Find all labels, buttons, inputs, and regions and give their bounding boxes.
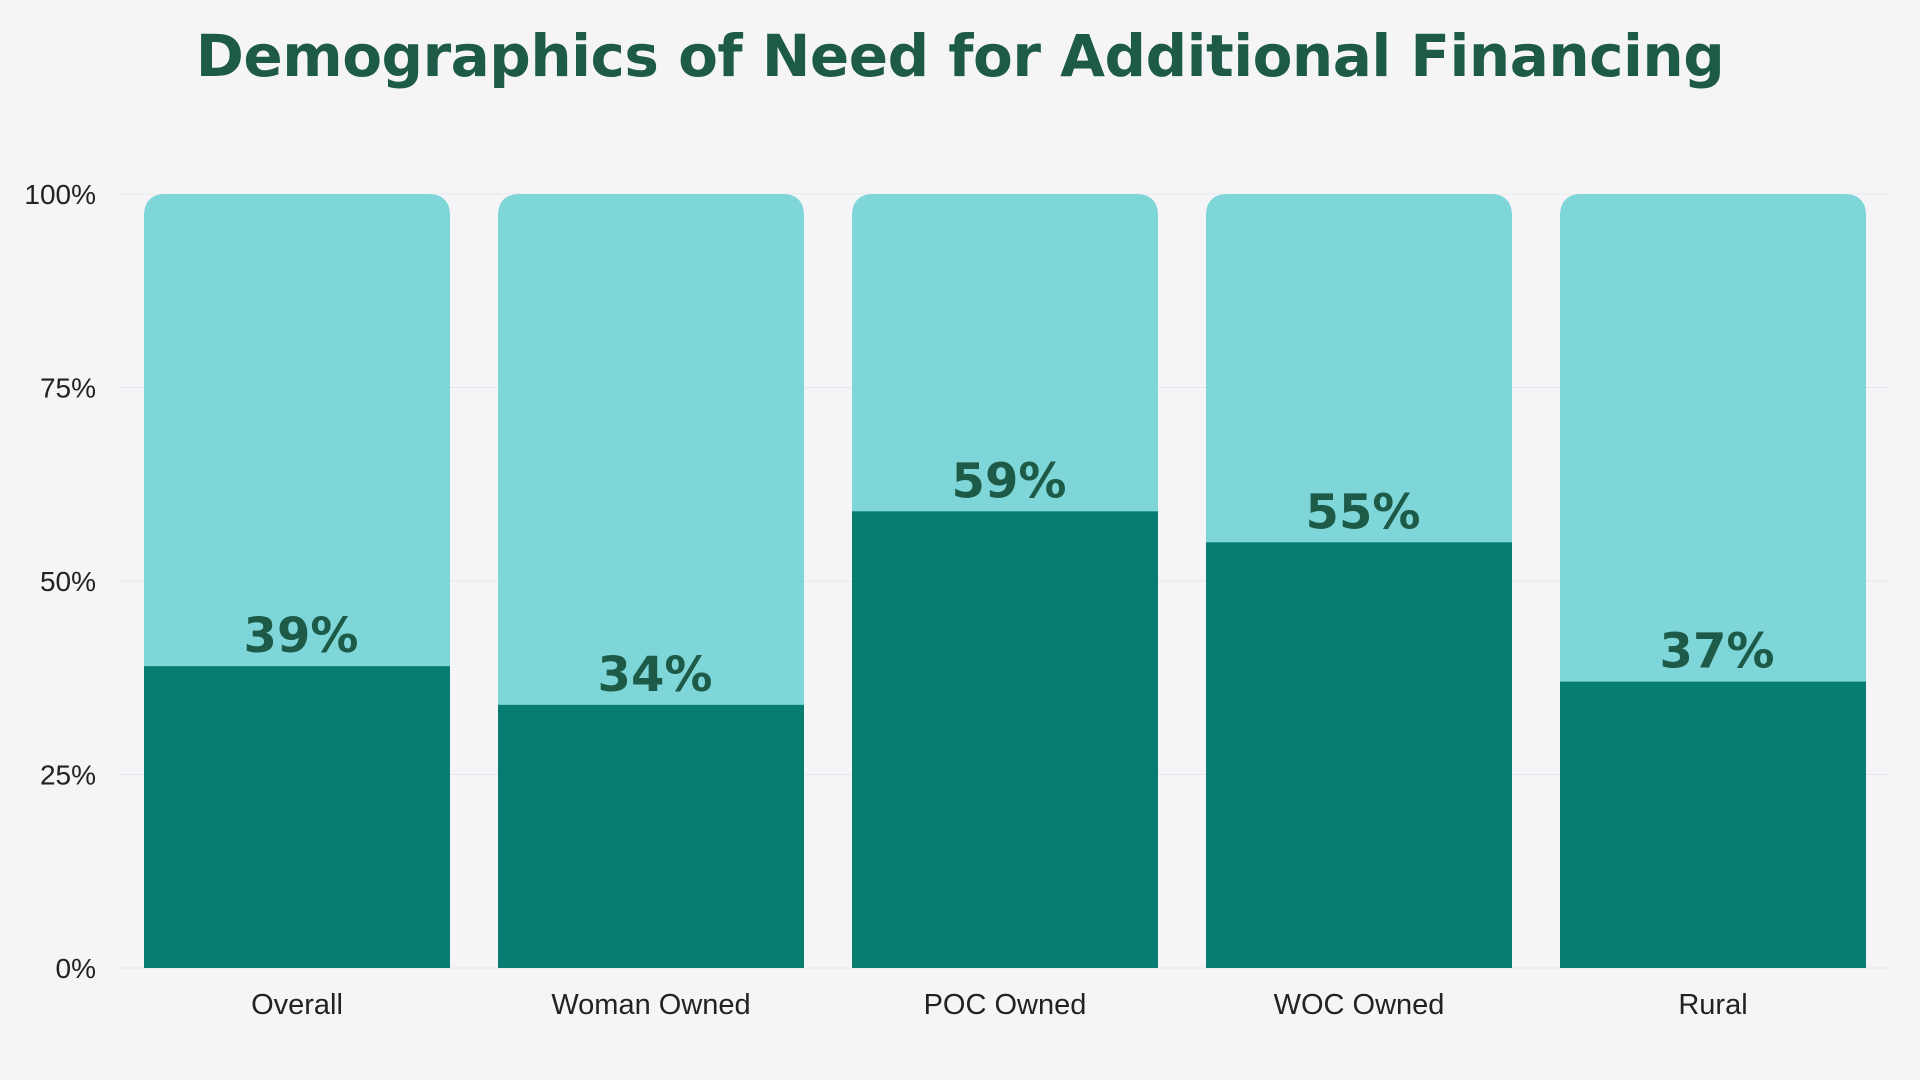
x-category-label: Rural — [1678, 989, 1747, 1021]
y-tick-label: 25% — [40, 760, 96, 791]
bar — [1560, 681, 1866, 968]
x-category-label: WOC Owned — [1274, 989, 1445, 1021]
bar-value-label: 34% — [598, 647, 713, 703]
bar-value-label: 55% — [1306, 484, 1421, 540]
chart-title: Demographics of Need for Additional Fina… — [195, 22, 1725, 90]
y-tick-label: 50% — [40, 566, 96, 597]
bar — [852, 511, 1158, 968]
bar — [1206, 542, 1512, 968]
bar-value-label: 59% — [952, 453, 1067, 509]
y-tick-label: 100% — [24, 179, 96, 210]
x-category-label: Overall — [251, 989, 343, 1021]
bar-value-label: 37% — [1660, 624, 1775, 680]
bar — [498, 704, 804, 968]
bar-value-label: 39% — [244, 608, 359, 664]
y-tick-label: 0% — [56, 953, 96, 984]
x-category-label: Woman Owned — [551, 989, 750, 1021]
bar — [144, 666, 450, 968]
x-category-label: POC Owned — [924, 989, 1087, 1021]
y-tick-label: 75% — [40, 373, 96, 404]
